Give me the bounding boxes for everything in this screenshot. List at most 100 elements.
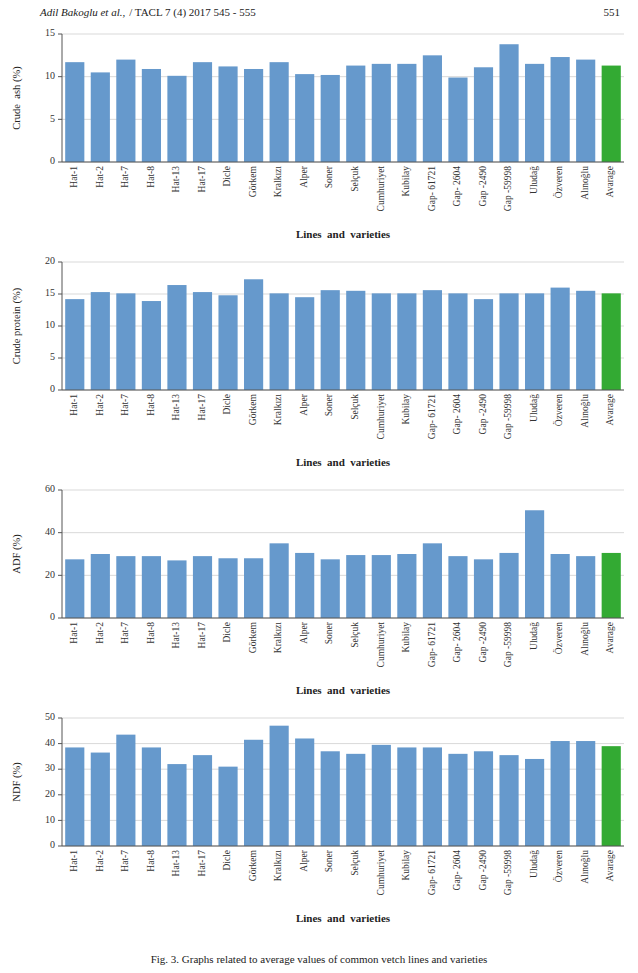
x-axis-label: Lines and varieties bbox=[296, 684, 391, 696]
bar-chart: 05101520Hat-1Hat-2Hat-7Hat-8Hat-13Hat-17… bbox=[11, 255, 624, 468]
y-tick-label: 20 bbox=[45, 255, 55, 266]
x-tick-label: Görkem bbox=[248, 621, 258, 653]
bar bbox=[423, 290, 442, 390]
x-tick-label: Avarage bbox=[605, 394, 615, 425]
header: Adil Bakoglu et al.,/ TACL 7 (4) 2017 54… bbox=[39, 6, 256, 19]
bar bbox=[576, 291, 595, 390]
bar-chart: 0204060Hat-1Hat-2Hat-7Hat-8Hat-13Hat-17D… bbox=[11, 483, 624, 696]
background bbox=[0, 0, 638, 973]
x-tick-label: Selçuk bbox=[350, 850, 360, 876]
y-tick bbox=[58, 119, 62, 120]
x-tick-label: Soner bbox=[324, 621, 334, 644]
bar bbox=[218, 66, 237, 162]
y-axis-label: NDF (%) bbox=[11, 762, 23, 802]
y-tick bbox=[58, 358, 62, 359]
x-tick-label: Uludağ bbox=[529, 622, 539, 650]
bar bbox=[346, 754, 365, 846]
bar bbox=[551, 288, 570, 390]
x-tick-label: Alınoğlu bbox=[580, 850, 590, 884]
bar bbox=[116, 60, 135, 162]
x-tick-label: Kubilay bbox=[401, 850, 411, 881]
y-tick-label: 0 bbox=[50, 839, 55, 850]
bar bbox=[474, 299, 493, 390]
x-axis bbox=[62, 618, 624, 619]
bar bbox=[499, 553, 518, 618]
bar bbox=[218, 767, 237, 846]
bar bbox=[372, 64, 391, 162]
y-tick-label: 0 bbox=[50, 383, 55, 394]
x-tick-label: Gap- 2604 bbox=[452, 166, 462, 207]
bar bbox=[602, 746, 621, 846]
bar bbox=[474, 559, 493, 618]
bar bbox=[576, 741, 595, 846]
bar bbox=[65, 299, 84, 390]
x-tick-label: Gap- 61721 bbox=[427, 850, 437, 895]
x-tick-label: Alper bbox=[299, 849, 309, 871]
y-tick bbox=[58, 718, 62, 719]
y-axis-label: Crude protein (%) bbox=[11, 287, 23, 364]
grid-line bbox=[62, 743, 624, 744]
x-tick-label: Hat-13 bbox=[171, 622, 181, 649]
x-tick-label: Özveren bbox=[553, 394, 564, 426]
x-tick-label: Alper bbox=[299, 393, 309, 415]
bar bbox=[602, 66, 621, 162]
header-journal: / TACL 7 (4) 2017 545 - 555 bbox=[129, 6, 256, 19]
x-axis bbox=[62, 162, 624, 163]
bar bbox=[142, 69, 161, 162]
bar bbox=[244, 279, 263, 390]
x-tick-label: Uludağ bbox=[529, 394, 539, 422]
x-tick-label: Gap -2490 bbox=[478, 850, 488, 891]
x-tick-label: Dicle bbox=[222, 166, 232, 187]
bar bbox=[448, 556, 467, 618]
x-tick-label: Soner bbox=[324, 165, 334, 188]
bar bbox=[116, 556, 135, 618]
x-tick-label: Dicle bbox=[222, 394, 232, 415]
x-axis bbox=[62, 390, 624, 391]
y-tick-label: 10 bbox=[45, 70, 55, 81]
grid-line bbox=[62, 846, 624, 847]
bar bbox=[193, 755, 212, 846]
x-tick-label: Özveren bbox=[553, 850, 564, 882]
y-tick-label: 0 bbox=[50, 611, 55, 622]
bar-chart: 051015Hat-1Hat-2Hat-7Hat-8Hat-13Hat-17Di… bbox=[11, 27, 624, 240]
bar bbox=[167, 285, 186, 390]
bar bbox=[116, 293, 135, 390]
y-tick bbox=[58, 76, 62, 77]
x-tick-label: Hat-13 bbox=[171, 166, 181, 193]
bar bbox=[167, 560, 186, 618]
x-tick-label: Gap- 61721 bbox=[427, 166, 437, 211]
bar bbox=[167, 76, 186, 162]
y-axis bbox=[62, 34, 63, 162]
grid-line bbox=[62, 390, 624, 391]
bar bbox=[551, 554, 570, 618]
x-tick-label: Hat-8 bbox=[146, 166, 156, 188]
y-tick-label: 40 bbox=[45, 526, 55, 537]
y-tick bbox=[58, 820, 62, 821]
x-tick-label: Alınoğlu bbox=[580, 394, 590, 428]
y-tick bbox=[58, 34, 62, 35]
y-tick bbox=[58, 575, 62, 576]
bar bbox=[321, 75, 340, 162]
bar bbox=[448, 78, 467, 162]
x-tick-label: Hat-17 bbox=[197, 166, 207, 193]
x-tick-label: Gap -59998 bbox=[503, 166, 513, 211]
bar bbox=[499, 44, 518, 162]
grid-line bbox=[62, 162, 624, 163]
x-tick-label: Özveren bbox=[553, 166, 564, 198]
y-tick bbox=[58, 262, 62, 263]
y-tick-label: 30 bbox=[45, 762, 55, 773]
y-tick-label: 15 bbox=[45, 27, 55, 38]
x-tick-label: Hat-17 bbox=[197, 394, 207, 421]
y-tick-label: 5 bbox=[50, 113, 55, 124]
x-tick-label: Cumhuriyet bbox=[376, 850, 386, 896]
bar bbox=[372, 555, 391, 618]
x-tick-label: Gap -2490 bbox=[478, 166, 488, 207]
x-tick-label: Alınoğlu bbox=[580, 166, 590, 200]
y-tick bbox=[58, 162, 62, 163]
x-tick-label: Hat-8 bbox=[146, 850, 156, 872]
x-tick-label: Cumhuriyet bbox=[376, 622, 386, 668]
y-tick-label: 10 bbox=[45, 814, 55, 825]
x-tick-label: Gap- 61721 bbox=[427, 622, 437, 667]
bar bbox=[142, 556, 161, 618]
grid-line bbox=[62, 34, 624, 35]
